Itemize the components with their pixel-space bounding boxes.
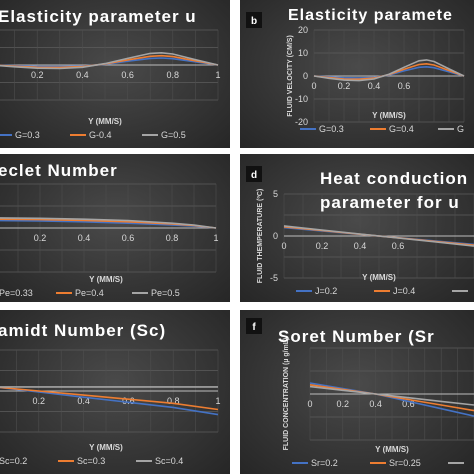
x-tick-label: 0 bbox=[307, 399, 312, 409]
legend-label: J=0.4 bbox=[393, 286, 415, 296]
x-axis-label: Y (MM/S) bbox=[362, 273, 396, 282]
series-line bbox=[309, 384, 474, 412]
panel-badge-letter: d bbox=[251, 170, 257, 181]
chart-title: Heat conduction bbox=[320, 169, 468, 188]
series-line bbox=[0, 386, 219, 416]
x-tick-label: 0.6 bbox=[392, 241, 405, 251]
legend-label: G=0.3 bbox=[15, 130, 40, 140]
x-axis-label: Y (MM/S) bbox=[372, 111, 406, 120]
x-tick-label: 0.4 bbox=[368, 81, 381, 91]
y-axis-label: FLUID THEMPERATURE (ºC) bbox=[257, 189, 264, 284]
x-tick-label: 0.8 bbox=[167, 70, 180, 80]
series-line bbox=[313, 62, 465, 81]
series-line bbox=[0, 57, 219, 68]
y-tick-label: 5 bbox=[273, 189, 278, 199]
panel-a: 0.2 0.4 0.6 0.8 1 Elasticity parameter u Y (MM… bbox=[0, 0, 230, 148]
series-line bbox=[313, 59, 465, 82]
panel-badge bbox=[246, 166, 262, 182]
x-tick-label: 0.6 bbox=[122, 233, 135, 243]
chart-svg-e: 0.2 0.4 0.6 0.8 1 amidt Number (Sc) Y (MM/S) Sc… bbox=[0, 321, 221, 466]
y-tick-label: 0 bbox=[303, 71, 308, 81]
series-line bbox=[283, 225, 474, 247]
chart-title: Elasticity paramete bbox=[288, 7, 453, 24]
panel-badge-letter: b bbox=[251, 16, 257, 27]
legend-label: G=0.4 bbox=[389, 124, 414, 134]
x-axis-label: Y (MM/S) bbox=[89, 443, 123, 452]
x-tick-label: 0.6 bbox=[121, 70, 134, 80]
x-tick-label: 0.4 bbox=[369, 399, 382, 409]
x-tick-label: 1 bbox=[215, 70, 220, 80]
x-tick-label: 0.2 bbox=[338, 81, 351, 91]
chart-svg-a: 0.2 0.4 0.6 0.8 1 Elasticity parameter u Y (MM… bbox=[0, 7, 221, 140]
x-tick-label: 0 bbox=[311, 81, 316, 91]
x-axis-label: Y (MM/S) bbox=[375, 445, 409, 454]
y-tick-label: 0 bbox=[273, 231, 278, 241]
legend-label: G bbox=[457, 124, 464, 134]
x-tick-label: 0.2 bbox=[316, 241, 329, 251]
panel-badge bbox=[246, 12, 262, 28]
series-line bbox=[0, 54, 219, 69]
x-tick-label: 0.8 bbox=[166, 233, 179, 243]
legend-label: G=0.3 bbox=[319, 124, 344, 134]
series-line bbox=[313, 65, 465, 79]
x-tick-label: 0.2 bbox=[33, 396, 46, 406]
x-tick-label: 0.6 bbox=[402, 399, 415, 409]
y-axis-label: FLUID VELOCITY (CM/S) bbox=[287, 35, 294, 117]
chart-svg-d: 0 0.2 0.4 0.6 5 0 -5 Heat conduction parameter f… bbox=[246, 166, 474, 296]
series-line bbox=[0, 51, 219, 70]
x-tick-label: 0.2 bbox=[31, 70, 44, 80]
legend-label: Sr=0.25 bbox=[389, 458, 421, 468]
chart-title: amidt Number (Sc) bbox=[0, 321, 166, 340]
panel-f: 0 0.2 0.4 0.6 Soret Number (Sr Y (MM/S) FLUID … bbox=[240, 310, 474, 474]
series-line bbox=[0, 386, 219, 411]
x-tick-label: 1 bbox=[213, 233, 218, 243]
legend-label: Pe=0.33 bbox=[0, 288, 33, 298]
chart-svg-c: 0.2 0.4 0.6 0.8 1 eclet Number Y (MM/S) Pe=0.33… bbox=[0, 161, 219, 298]
chart-title: Soret Number (Sr bbox=[278, 327, 435, 346]
x-tick-label: 0.6 bbox=[122, 396, 135, 406]
x-axis-label: Y (MM/S) bbox=[88, 117, 122, 126]
legend-label: G=0.5 bbox=[161, 130, 186, 140]
legend-label: G-0.4 bbox=[89, 130, 112, 140]
legend-label: Pe=0.4 bbox=[75, 288, 104, 298]
legend-label: Sc=0.2 bbox=[0, 456, 27, 466]
series-line bbox=[309, 382, 474, 417]
panel-c: 0.2 0.4 0.6 0.8 1 eclet Number Y (MM/S) Pe=0.33… bbox=[0, 154, 230, 302]
panel-e: 0.2 0.4 0.6 0.8 1 amidt Number (Sc) Y (MM/S) Sc… bbox=[0, 310, 230, 474]
series-line bbox=[0, 217, 217, 229]
x-tick-label: 1 bbox=[215, 396, 220, 406]
legend-label: Pe=0.5 bbox=[151, 288, 180, 298]
y-tick-label: -5 bbox=[270, 273, 278, 283]
panel-d: 0 0.2 0.4 0.6 5 0 -5 Heat conduction parameter f… bbox=[240, 154, 474, 302]
panel-badge-letter: f bbox=[252, 322, 256, 333]
panel-b: 0 0.2 0.4 0.6 20 10 0 -10 -20 Elasticity paramete… bbox=[240, 0, 474, 148]
chart-svg-f: 0 0.2 0.4 0.6 Soret Number (Sr Y (MM/S) FLUID … bbox=[246, 318, 474, 468]
y-axis-label: FLUID CONCENTRATION (µ g/mL) bbox=[283, 338, 290, 451]
x-tick-label: 0.4 bbox=[77, 396, 90, 406]
y-tick-label: 20 bbox=[298, 25, 308, 35]
y-tick-label: 10 bbox=[298, 48, 308, 58]
panel-badge bbox=[246, 318, 262, 334]
x-tick-label: 0.4 bbox=[76, 70, 89, 80]
x-tick-label: 0.6 bbox=[398, 81, 411, 91]
chart-title-line2: parameter for u bbox=[320, 193, 460, 212]
legend-label: Sc=0.4 bbox=[155, 456, 183, 466]
series-line bbox=[309, 385, 474, 406]
chart-title: Elasticity parameter u bbox=[0, 7, 197, 26]
x-tick-label: 0.4 bbox=[354, 241, 367, 251]
x-tick-label: 0.4 bbox=[78, 233, 91, 243]
y-tick-label: -20 bbox=[295, 117, 308, 127]
legend-label: Sc=0.3 bbox=[77, 456, 105, 466]
x-tick-label: 0.8 bbox=[167, 396, 180, 406]
y-tick-label: -10 bbox=[295, 94, 308, 104]
x-tick-label: 0 bbox=[281, 241, 286, 251]
x-tick-label: 0.2 bbox=[34, 233, 47, 243]
x-tick-label: 0.2 bbox=[337, 399, 350, 409]
legend-label: J=0.2 bbox=[315, 286, 337, 296]
chart-title: eclet Number bbox=[0, 161, 118, 180]
x-axis-label: Y (MM/S) bbox=[89, 275, 123, 284]
legend-label: Sr=0.2 bbox=[311, 458, 338, 468]
